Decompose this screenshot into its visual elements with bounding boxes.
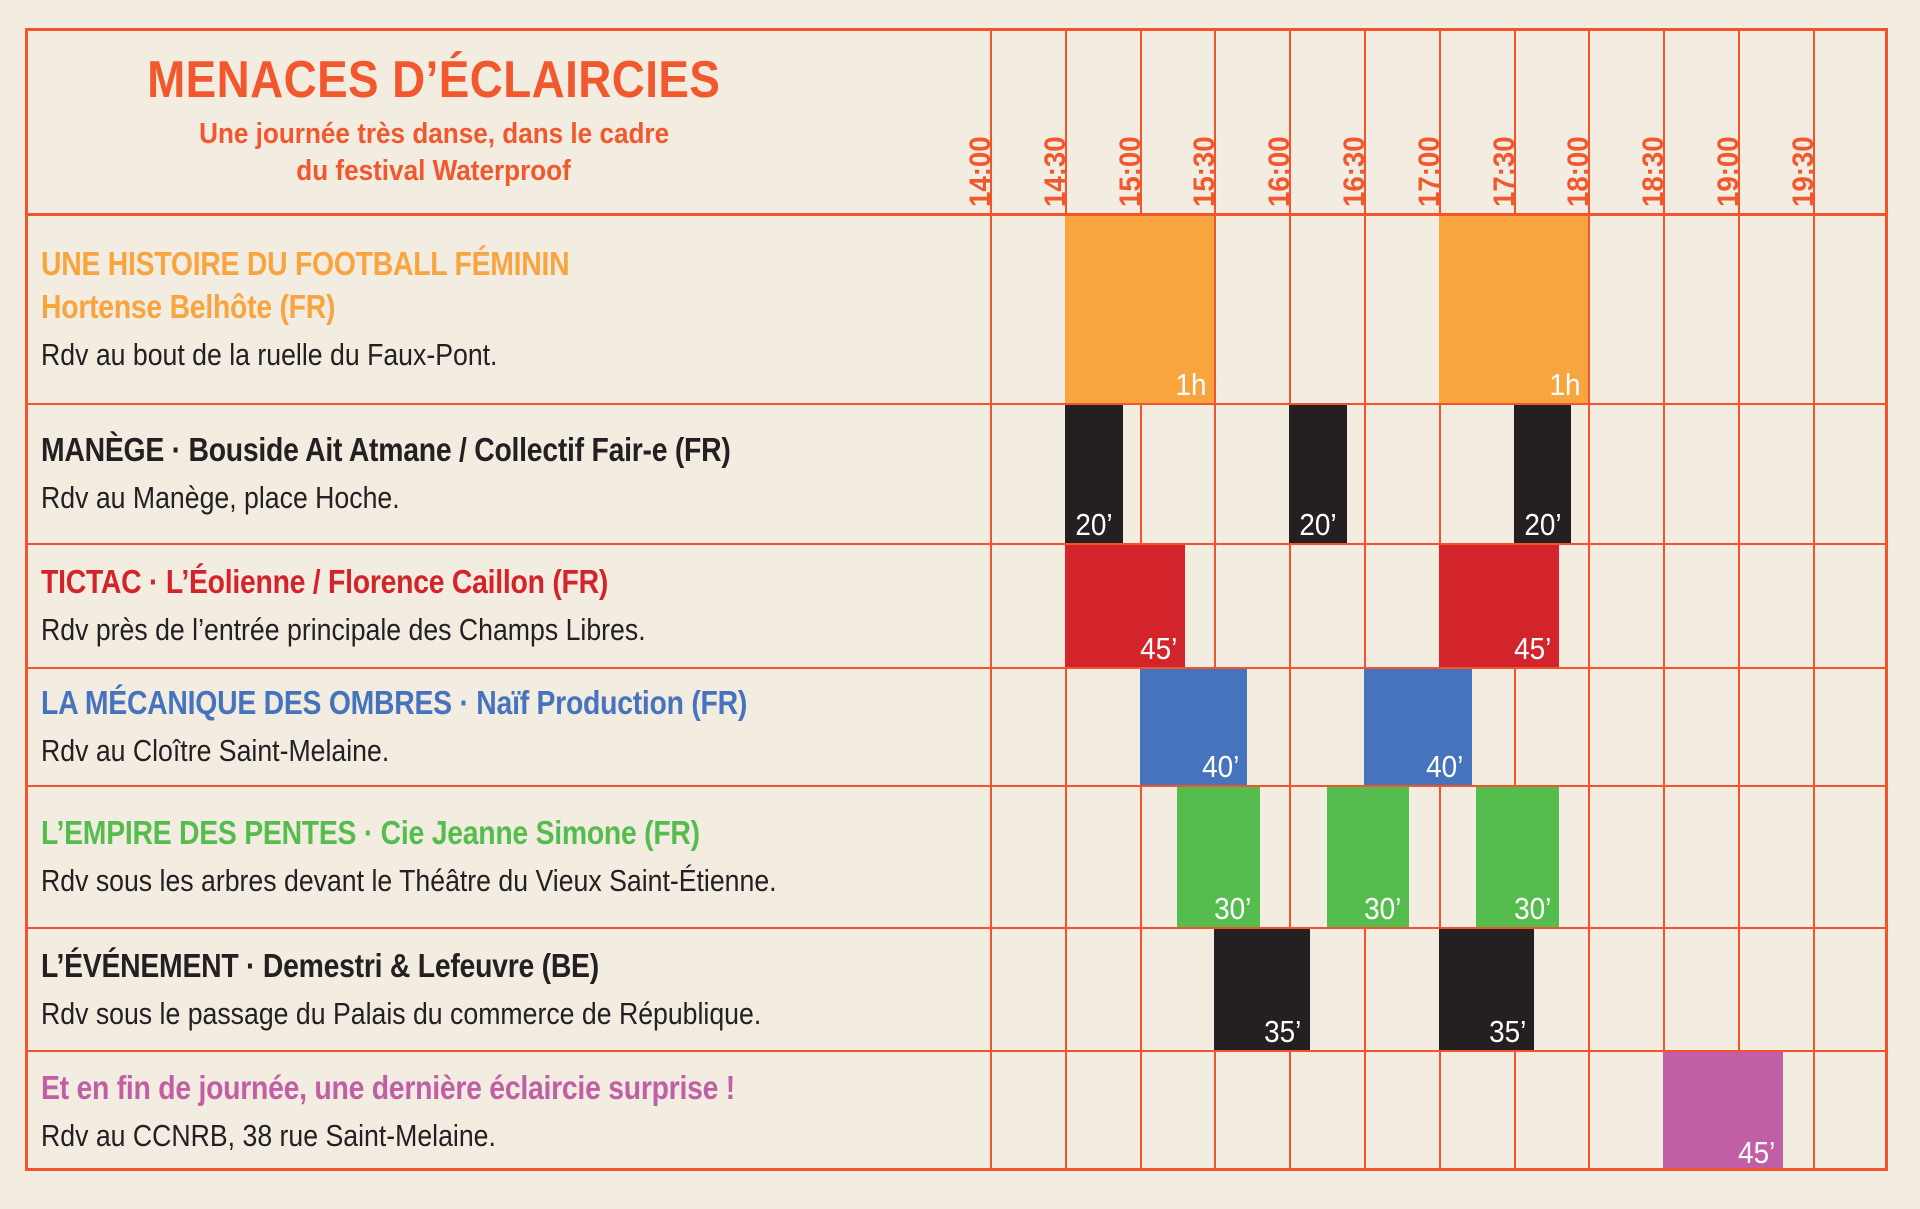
grid-column-line — [1214, 28, 1217, 1171]
duration-label: 45’ — [1139, 631, 1177, 666]
time-axis-label-1930: 19:30 — [1786, 136, 1820, 207]
page-subtitle-line-1: Une journée très danse, dans le cadre — [199, 118, 669, 150]
grid-column-line — [1663, 28, 1666, 1171]
schedule-bar-1715: 30’ — [1476, 785, 1559, 927]
schedule-bar-1700: 45’ — [1438, 543, 1559, 667]
duration-label: 1h — [1175, 367, 1207, 402]
meeting-point: Rdv au CCNRB, 38 rue Saint-Melaine. — [41, 1117, 496, 1153]
grid-row-line — [25, 667, 1888, 669]
duration-label: 40’ — [1426, 749, 1464, 784]
grid-column-line — [1289, 28, 1292, 1171]
show-artist: Hortense Belhôte (FR) — [41, 287, 336, 325]
schedule-header: MENACES D’ÉCLAIRCIES Une journée très da… — [28, 31, 840, 211]
schedule-bar-1430: 1h — [1064, 213, 1215, 403]
show-title: TICTAC · L’Éolienne / Florence Caillon (… — [41, 563, 609, 601]
duration-label: 35’ — [1488, 1014, 1527, 1049]
duration-label: 20’ — [1075, 507, 1113, 542]
page-title: MENACES D’ÉCLAIRCIES — [147, 51, 721, 110]
show-title: MANÈGE · Bouside Ait Atmane / Collectif … — [41, 431, 731, 469]
meeting-point: Rdv au Cloître Saint-Melaine. — [41, 733, 390, 769]
time-axis-label-1400: 14:00 — [964, 136, 997, 207]
grid-row-line — [25, 1050, 1888, 1052]
duration-label: 40’ — [1202, 749, 1240, 784]
time-axis-label-1630: 16:30 — [1338, 136, 1371, 207]
schedule-bar-1500: 40’ — [1139, 667, 1248, 785]
duration-label: 30’ — [1214, 891, 1252, 926]
row-label-5: L’EMPIRE DES PENTES · Cie Jeanne Simone … — [28, 785, 978, 927]
schedule-bar-1830: 45’ — [1663, 1050, 1784, 1171]
time-axis-label-1730: 17:30 — [1487, 136, 1521, 207]
time-axis-label-1600: 16:00 — [1263, 136, 1297, 207]
time-axis-label-1900: 19:00 — [1712, 136, 1745, 207]
meeting-point: Rdv près de l’entrée principale des Cham… — [41, 612, 646, 648]
show-title: LA MÉCANIQUE DES OMBRES · Naïf Productio… — [41, 684, 748, 722]
row-label-1: UNE HISTOIRE DU FOOTBALL FÉMININ Hortense… — [28, 213, 978, 403]
schedule-bar-1630: 40’ — [1364, 667, 1472, 785]
show-title: Et en fin de journée, une dernière éclai… — [41, 1068, 735, 1106]
duration-label: 20’ — [1523, 507, 1562, 542]
grid-column-line — [1588, 28, 1591, 1171]
grid-row-line — [25, 213, 1888, 216]
schedule-bar-1430: 45’ — [1064, 543, 1185, 667]
grid-row-line — [25, 785, 1888, 787]
meeting-point: Rdv sous les arbres devant le Théâtre du… — [41, 863, 777, 899]
schedule-bar-1530: 35’ — [1214, 927, 1310, 1050]
show-title: UNE HISTOIRE DU FOOTBALL FÉMININ — [41, 245, 570, 283]
time-axis-label-1700: 17:00 — [1412, 136, 1446, 207]
grid-row-line — [25, 403, 1888, 405]
grid-column-line — [990, 28, 992, 1171]
meeting-point: Rdv au Manège, place Hoche. — [41, 480, 400, 516]
meeting-point: Rdv au bout de la ruelle du Faux-Pont. — [41, 336, 498, 372]
time-axis-label-1830: 18:30 — [1637, 136, 1671, 207]
schedule-bar-1700: 1h — [1438, 213, 1589, 403]
show-title: L’EMPIRE DES PENTES · Cie Jeanne Simone … — [41, 814, 700, 852]
schedule-bar-1600: 20’ — [1289, 403, 1348, 543]
duration-label: 30’ — [1513, 891, 1551, 926]
row-label-7: Et en fin de journée, une dernière éclai… — [28, 1050, 978, 1171]
schedule-bar-1700: 35’ — [1438, 927, 1535, 1050]
grid-column-line — [1812, 28, 1815, 1171]
schedule-bar-1430: 20’ — [1064, 403, 1123, 543]
schedule-bar-1730: 20’ — [1513, 403, 1572, 543]
grid-column-line — [1364, 28, 1366, 1171]
page-subtitle-line-2: du festival Waterproof — [296, 154, 572, 187]
row-label-6: L’ÉVÉNEMENT · Demestri & Lefeuvre (BE) Rd… — [28, 927, 978, 1050]
duration-label: 30’ — [1364, 891, 1402, 926]
show-title: L’ÉVÉNEMENT · Demestri & Lefeuvre (BE) — [41, 946, 599, 984]
schedule-bar-1615: 30’ — [1326, 785, 1410, 927]
row-label-3: TICTAC · L’Éolienne / Florence Caillon (… — [28, 543, 978, 667]
time-axis-label-1430: 14:30 — [1038, 136, 1072, 207]
grid-row-line — [25, 543, 1888, 545]
duration-label: 45’ — [1513, 631, 1551, 666]
row-label-4: LA MÉCANIQUE DES OMBRES · Naïf Productio… — [28, 667, 978, 785]
duration-label: 20’ — [1299, 507, 1337, 542]
time-axis-label-1500: 15:00 — [1113, 136, 1147, 207]
duration-label: 1h — [1549, 367, 1581, 402]
schedule-bar-1515: 30’ — [1177, 785, 1260, 927]
time-axis-label-1800: 18:00 — [1562, 136, 1596, 207]
grid-row-line — [25, 927, 1888, 929]
time-axis-label-1530: 15:30 — [1188, 136, 1222, 207]
row-label-2: MANÈGE · Bouside Ait Atmane / Collectif … — [28, 403, 978, 543]
duration-label: 45’ — [1738, 1135, 1776, 1170]
meeting-point: Rdv sous le passage du Palais du commerc… — [41, 995, 762, 1031]
grid-column-line — [1738, 28, 1740, 1171]
duration-label: 35’ — [1264, 1014, 1302, 1049]
